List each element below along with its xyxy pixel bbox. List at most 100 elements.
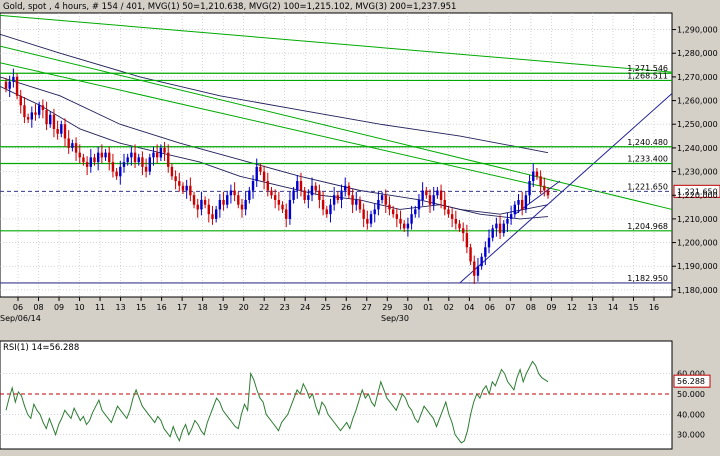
candle-body — [347, 185, 351, 196]
candle-body — [384, 195, 387, 205]
candle-body — [318, 190, 321, 200]
rsi-panel[interactable] — [0, 340, 673, 450]
candle-body — [100, 152, 104, 158]
price-tick-label: 1,280,000 — [677, 49, 718, 58]
time-tick-label: 25 — [321, 303, 331, 312]
candle-body — [395, 214, 399, 219]
time-tick-label: 14 — [608, 303, 618, 312]
time-tick-label: 15 — [628, 303, 638, 312]
candle-body — [506, 218, 509, 224]
candle-body — [270, 190, 273, 196]
candle-body — [34, 112, 37, 115]
candle-body — [321, 199, 325, 210]
time-tick-label: 11 — [95, 303, 105, 312]
candle-body — [373, 209, 376, 215]
time-tick-label: 02 — [444, 303, 454, 312]
candle-body — [15, 76, 19, 96]
candle-body — [41, 105, 45, 111]
candle-body — [288, 199, 292, 219]
candle-body — [214, 209, 218, 219]
candle-body — [546, 190, 550, 196]
candle-body — [122, 162, 126, 167]
candle-body — [447, 209, 450, 215]
candle-body — [458, 223, 461, 229]
time-tick-label: 08 — [33, 303, 43, 312]
time-tick-label: 09 — [546, 303, 556, 312]
candle-body — [141, 157, 144, 167]
price-level-label: 1,182.950 — [627, 274, 668, 283]
candle-body — [332, 195, 336, 205]
candle-body — [226, 195, 229, 205]
time-sub-label: Sep/30 — [381, 314, 409, 323]
price-axis: 1,180,000 1,190,000 1,200,000 1,210,000 1,22… — [672, 26, 718, 295]
time-tick-label: 20 — [239, 303, 249, 312]
candle-body — [111, 162, 115, 172]
candle-body — [377, 199, 380, 210]
candle-body — [281, 204, 284, 210]
candle-body — [340, 190, 343, 200]
candle-body — [222, 199, 225, 205]
candle-body — [189, 185, 192, 196]
candle-body — [498, 223, 502, 234]
candle-body — [436, 190, 439, 196]
time-tick-label: 23 — [280, 303, 290, 312]
price-level-label: 1,271.546 — [627, 64, 668, 73]
time-tick-label: 13 — [115, 303, 125, 312]
candle-body — [52, 114, 56, 129]
candle-body — [93, 157, 96, 163]
candle-body — [406, 223, 410, 229]
candle-body — [414, 209, 417, 215]
candle-body — [71, 143, 74, 148]
candle-body — [399, 218, 402, 224]
time-tick-label: 10 — [74, 303, 84, 312]
time-tick-label: 19 — [218, 303, 228, 312]
candle-body — [469, 247, 472, 262]
candle-body — [137, 157, 140, 163]
candle-body — [8, 81, 11, 89]
candle-body — [23, 105, 26, 118]
candle-body — [307, 195, 310, 200]
candle-body — [310, 185, 314, 196]
trendline — [459, 93, 673, 284]
time-tick-label: 26 — [341, 303, 351, 312]
candle-body — [380, 195, 384, 200]
candle-body — [174, 176, 177, 182]
moving-average-line — [0, 85, 549, 220]
candle-body — [26, 117, 30, 120]
candle-body — [251, 181, 255, 191]
trendline — [0, 14, 673, 73]
price-level-label: 1,221.650 — [627, 182, 668, 191]
rsi-current-tag — [673, 374, 711, 388]
candle-body — [443, 199, 446, 210]
candle-body — [484, 247, 487, 257]
candle-body — [159, 147, 163, 158]
time-tick-label: 16 — [649, 303, 659, 312]
candle-body — [461, 228, 465, 234]
candle-body — [211, 214, 214, 219]
candle-body — [185, 185, 188, 191]
time-tick-label: 29 — [382, 303, 392, 312]
candle-body — [237, 195, 240, 205]
time-sub-label: Sep/06/14 — [0, 314, 41, 323]
candle-body — [502, 223, 505, 234]
candle-body — [336, 195, 340, 200]
time-tick-label: 27 — [362, 303, 372, 312]
moving-averages-layer — [0, 33, 549, 220]
time-tick-label: 06 — [13, 303, 23, 312]
candle-body — [152, 152, 155, 158]
candle-body — [366, 218, 369, 224]
candle-body — [454, 218, 458, 224]
candle-body — [4, 81, 8, 89]
candle-body — [49, 114, 52, 125]
candle-body — [391, 209, 395, 215]
price-panel[interactable] — [0, 12, 673, 298]
candle-body — [144, 166, 148, 172]
candle-body — [344, 185, 347, 191]
time-tick-label: 12 — [567, 303, 577, 312]
time-tick-label: 01 — [423, 303, 433, 312]
candle-body — [148, 157, 151, 172]
candle-body — [63, 124, 67, 139]
time-tick-label: 16 — [157, 303, 167, 312]
candle-body — [329, 204, 332, 215]
